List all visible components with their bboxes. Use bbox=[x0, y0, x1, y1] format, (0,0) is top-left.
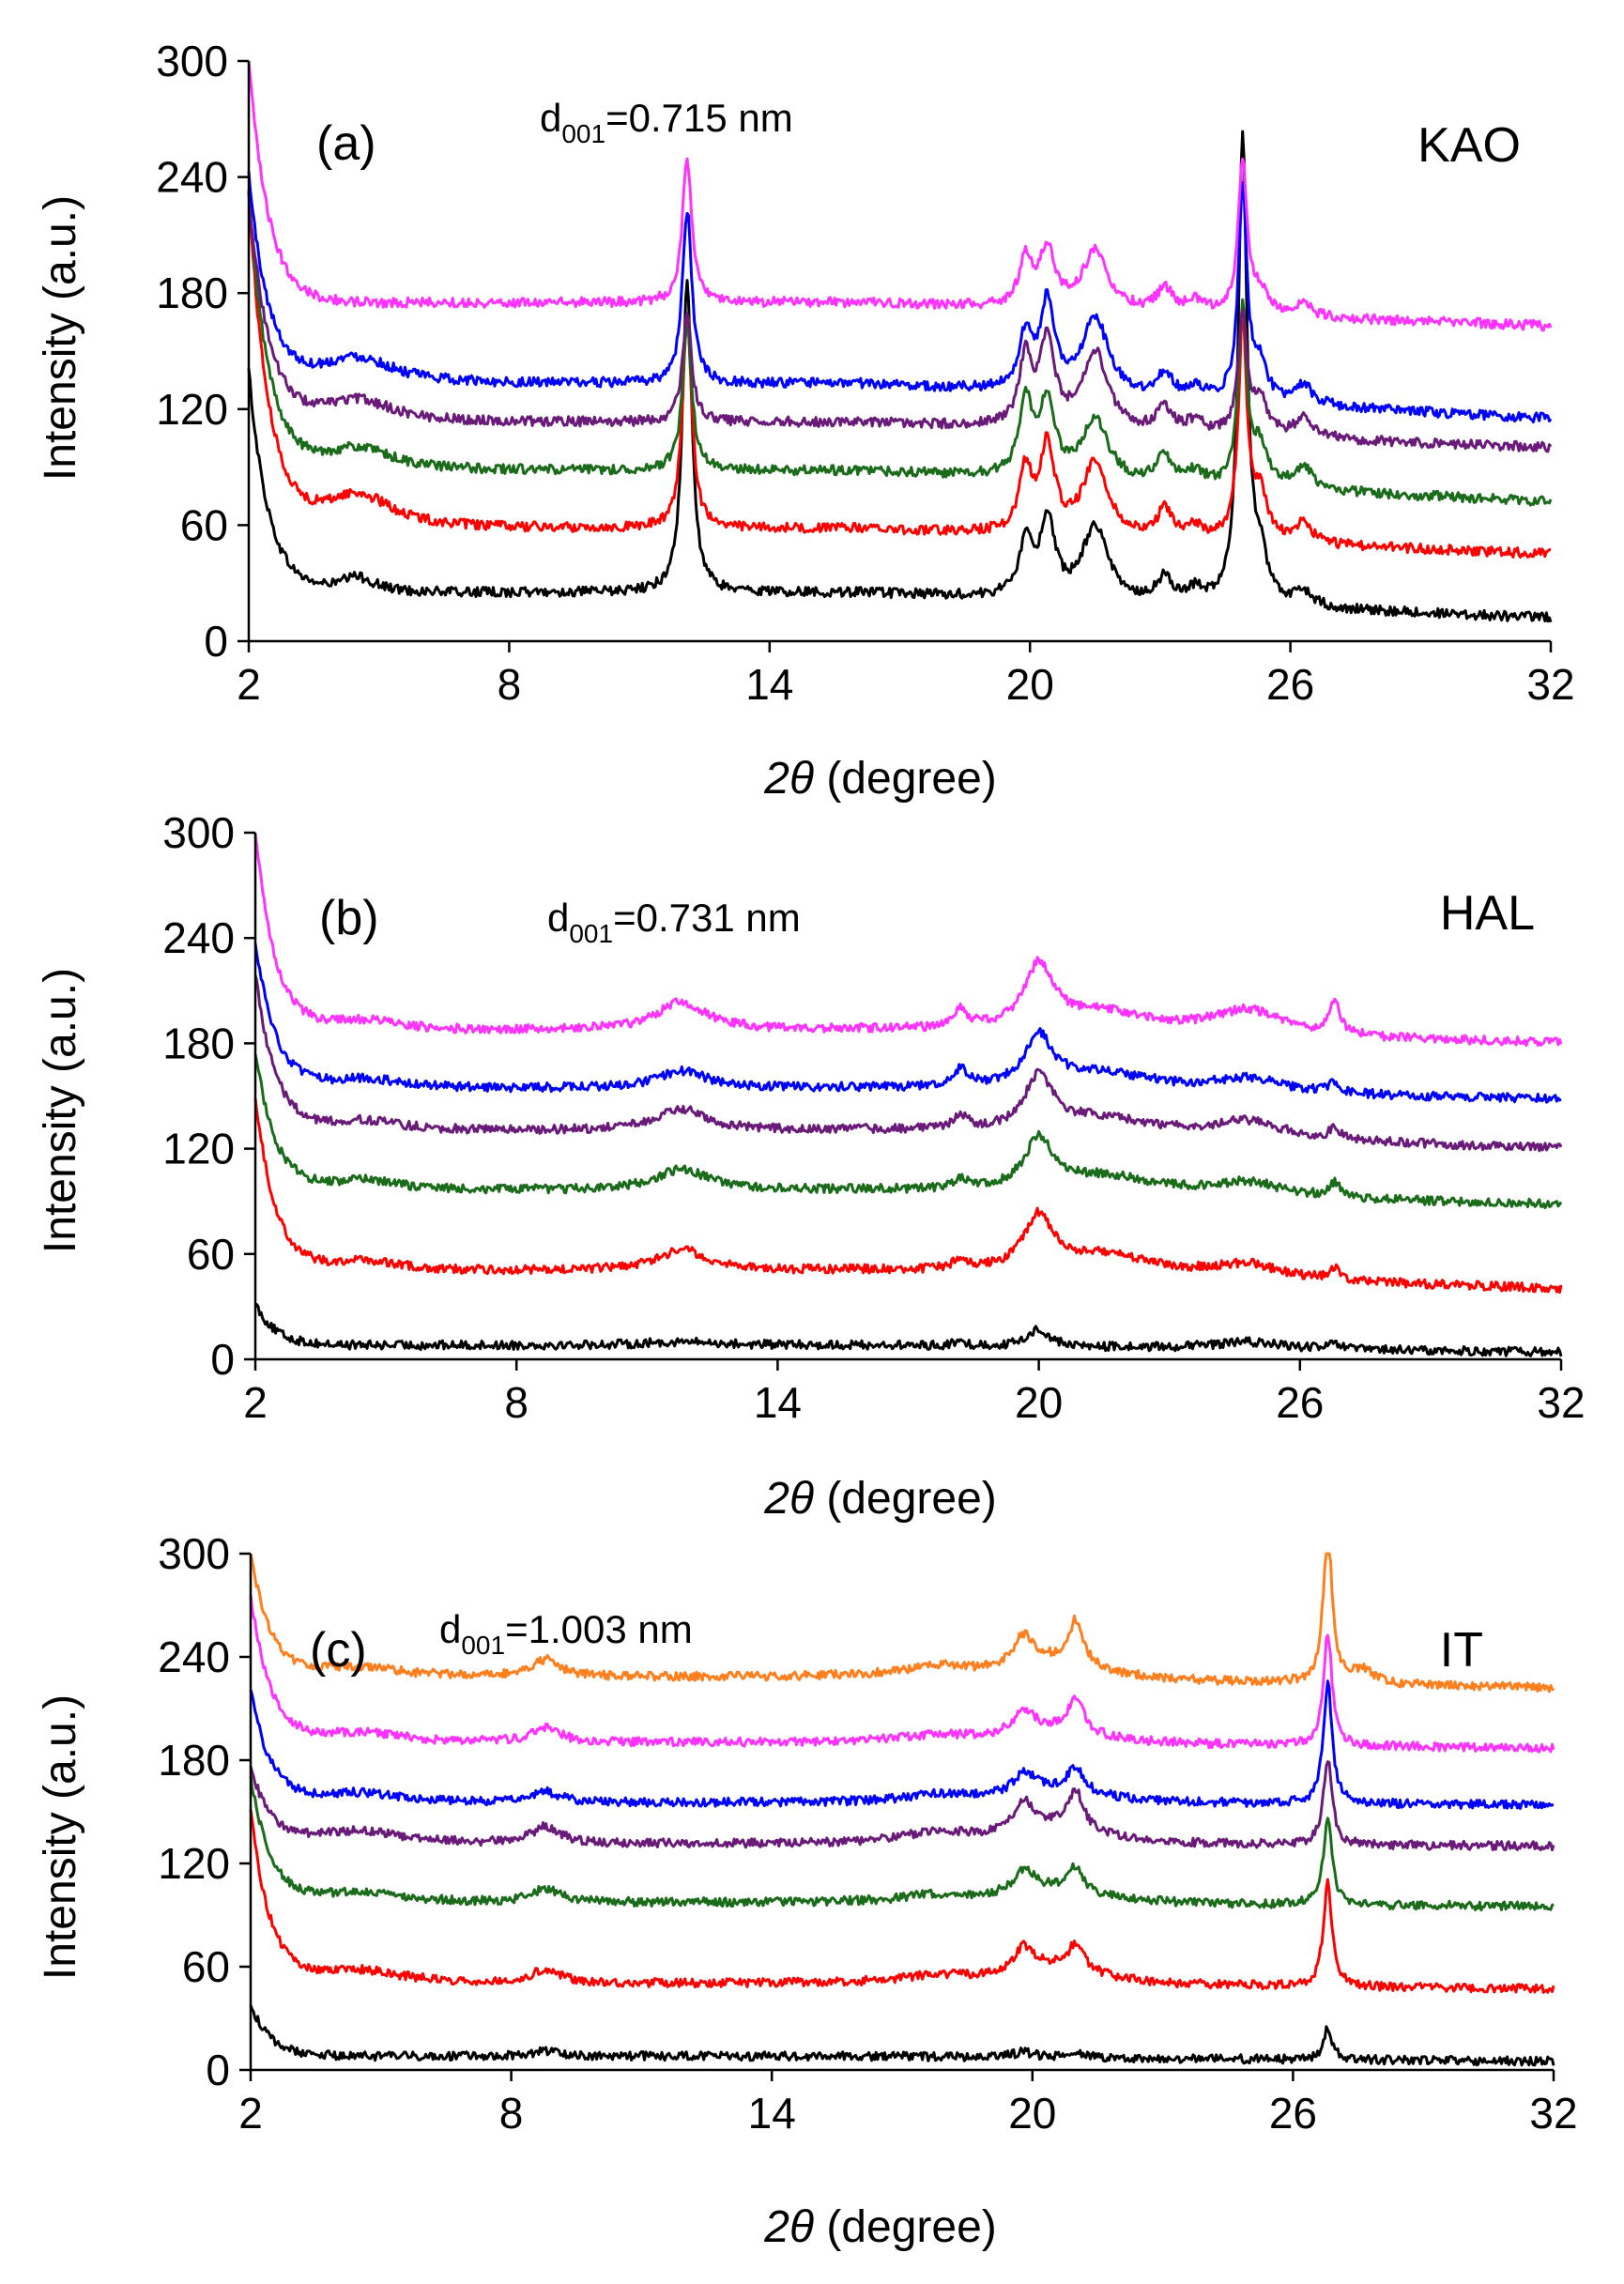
panel-a-series-line-5 bbox=[247, 171, 1553, 423]
panel-b-y-tick-label: 120 bbox=[162, 1125, 235, 1173]
panel-c-y-tick-label: 180 bbox=[158, 1736, 230, 1785]
panel-b-series-line-6 bbox=[253, 834, 1563, 1048]
panel-c-x-tick-label: 8 bbox=[499, 2089, 524, 2138]
panel-c-label: (c) bbox=[310, 1623, 367, 1678]
panel-a-x-tick-label: 14 bbox=[745, 660, 793, 709]
panel-c-y-tick-label: 300 bbox=[158, 1529, 230, 1578]
panel-c-x-tick-label: 26 bbox=[1269, 2089, 1317, 2138]
panel-c-series-line-5 bbox=[249, 1679, 1555, 1810]
panel-a-d-spacing: d001=0.715 nm bbox=[540, 96, 793, 148]
panel-b-hal: 0 60 120 180 240 300 2 8 14 20 26 32 (b) d001=0.731… bbox=[36, 808, 1586, 1524]
panel-c-it: 0 60 120 180 240 300 2 8 14 20 26 32 (c) d001=1.003… bbox=[36, 1529, 1578, 2252]
panel-c-series-line-2 bbox=[249, 1809, 1555, 1994]
panel-c-y-tick-label: 0 bbox=[206, 2046, 230, 2094]
panel-c-axes: 0 60 120 180 240 300 2 8 14 20 26 32 bbox=[158, 1529, 1577, 2138]
panel-c-y-axis-title: Intensity (a.u.) bbox=[36, 1694, 85, 1980]
panel-b-x-tick-label: 26 bbox=[1276, 1378, 1324, 1427]
panel-a-x-tick-label: 20 bbox=[1006, 660, 1054, 709]
panel-b-y-tick-label: 240 bbox=[162, 913, 235, 962]
panel-b-label: (b) bbox=[319, 891, 379, 945]
panel-c-x-axis-title: 2θ (degree) bbox=[763, 2202, 997, 2252]
panel-c-series-line-1 bbox=[249, 2004, 1555, 2067]
panel-c-series-line-4 bbox=[249, 1760, 1555, 1852]
panel-b-series-line-4 bbox=[253, 974, 1563, 1153]
panel-c-series-line-3 bbox=[249, 1775, 1555, 1912]
panel-a-x-tick-label: 26 bbox=[1266, 660, 1314, 709]
panel-c-x-tick-label: 32 bbox=[1529, 2089, 1577, 2138]
panel-c-x-tick-label: 20 bbox=[1008, 2089, 1056, 2138]
panel-c-d-spacing: d001=1.003 nm bbox=[439, 1607, 693, 1660]
panel-b-axes: 0 60 120 180 240 300 2 8 14 20 26 32 bbox=[162, 808, 1585, 1427]
panel-a-series-line-2 bbox=[247, 190, 1552, 559]
panel-a-y-tick-label: 300 bbox=[156, 37, 228, 85]
panel-b-series-line-5 bbox=[253, 943, 1562, 1104]
panel-b-series-line-1 bbox=[253, 1303, 1563, 1357]
panel-a-y-tick-label: 240 bbox=[156, 153, 228, 202]
panel-a-series-line-3 bbox=[247, 191, 1553, 507]
panel-a-series-line-6 bbox=[247, 60, 1553, 332]
panel-b-x-tick-label: 32 bbox=[1537, 1378, 1585, 1427]
panel-b-series-line-3 bbox=[253, 1053, 1563, 1210]
panel-a-y-tick-label: 180 bbox=[156, 268, 228, 317]
panel-a-x-tick-label: 2 bbox=[237, 660, 261, 709]
panel-b-x-tick-label: 14 bbox=[754, 1378, 802, 1427]
panel-c-x-tick-label: 14 bbox=[748, 2089, 796, 2138]
panel-c-y-tick-label: 60 bbox=[182, 1942, 230, 1991]
panel-a-x-axis-title: 2θ (degree) bbox=[763, 754, 997, 804]
panel-c-series-line-7 bbox=[249, 1552, 1555, 1694]
panel-a-axes: 0 60 120 180 240 300 2 8 14 20 26 32 bbox=[156, 37, 1574, 709]
panel-b-x-tick-label: 8 bbox=[504, 1378, 529, 1427]
panel-c-series-line-6 bbox=[249, 1594, 1555, 1754]
panel-a-sample-label: KAO bbox=[1417, 118, 1521, 173]
panel-a-y-tick-label: 0 bbox=[204, 617, 228, 666]
panel-c-x-tick-label: 2 bbox=[238, 2089, 263, 2138]
panel-b-x-axis-title: 2θ (degree) bbox=[763, 1474, 997, 1524]
panel-c-y-tick-label: 120 bbox=[158, 1839, 230, 1888]
panel-b-series-line-2 bbox=[253, 1097, 1563, 1295]
panel-c-series bbox=[249, 1552, 1555, 2067]
panel-b-y-tick-label: 300 bbox=[162, 808, 235, 857]
panel-b-x-tick-label: 20 bbox=[1015, 1378, 1063, 1427]
panel-a-series-line-4 bbox=[247, 191, 1553, 453]
panel-a-x-tick-label: 32 bbox=[1526, 660, 1574, 709]
panel-a-y-tick-label: 120 bbox=[156, 385, 228, 434]
panel-b-x-tick-label: 2 bbox=[243, 1378, 268, 1427]
panel-b-d-spacing: d001=0.731 nm bbox=[547, 896, 801, 948]
panel-a-x-tick-label: 8 bbox=[498, 660, 522, 709]
panel-b-sample-label: HAL bbox=[1440, 886, 1535, 941]
panel-b-y-axis-title: Intensity (a.u.) bbox=[36, 968, 85, 1253]
panel-a-series bbox=[247, 60, 1553, 623]
panel-c-sample-label: IT bbox=[1440, 1623, 1483, 1678]
panel-b-y-tick-label: 180 bbox=[162, 1019, 235, 1067]
panel-b-y-tick-label: 60 bbox=[187, 1230, 235, 1279]
panel-a-kao: 0 60 120 180 240 300 2 8 14 20 26 32 (a) d001=0.715… bbox=[36, 37, 1575, 804]
panel-b-series bbox=[253, 834, 1563, 1357]
panel-a-series-line-1 bbox=[247, 130, 1553, 623]
panel-a-y-axis-title: Intensity (a.u.) bbox=[36, 195, 85, 481]
panel-b-y-tick-label: 0 bbox=[210, 1335, 235, 1384]
panel-a-label: (a) bbox=[316, 116, 376, 171]
panel-c-y-tick-label: 240 bbox=[158, 1633, 230, 1681]
panel-a-y-tick-label: 60 bbox=[180, 500, 228, 549]
